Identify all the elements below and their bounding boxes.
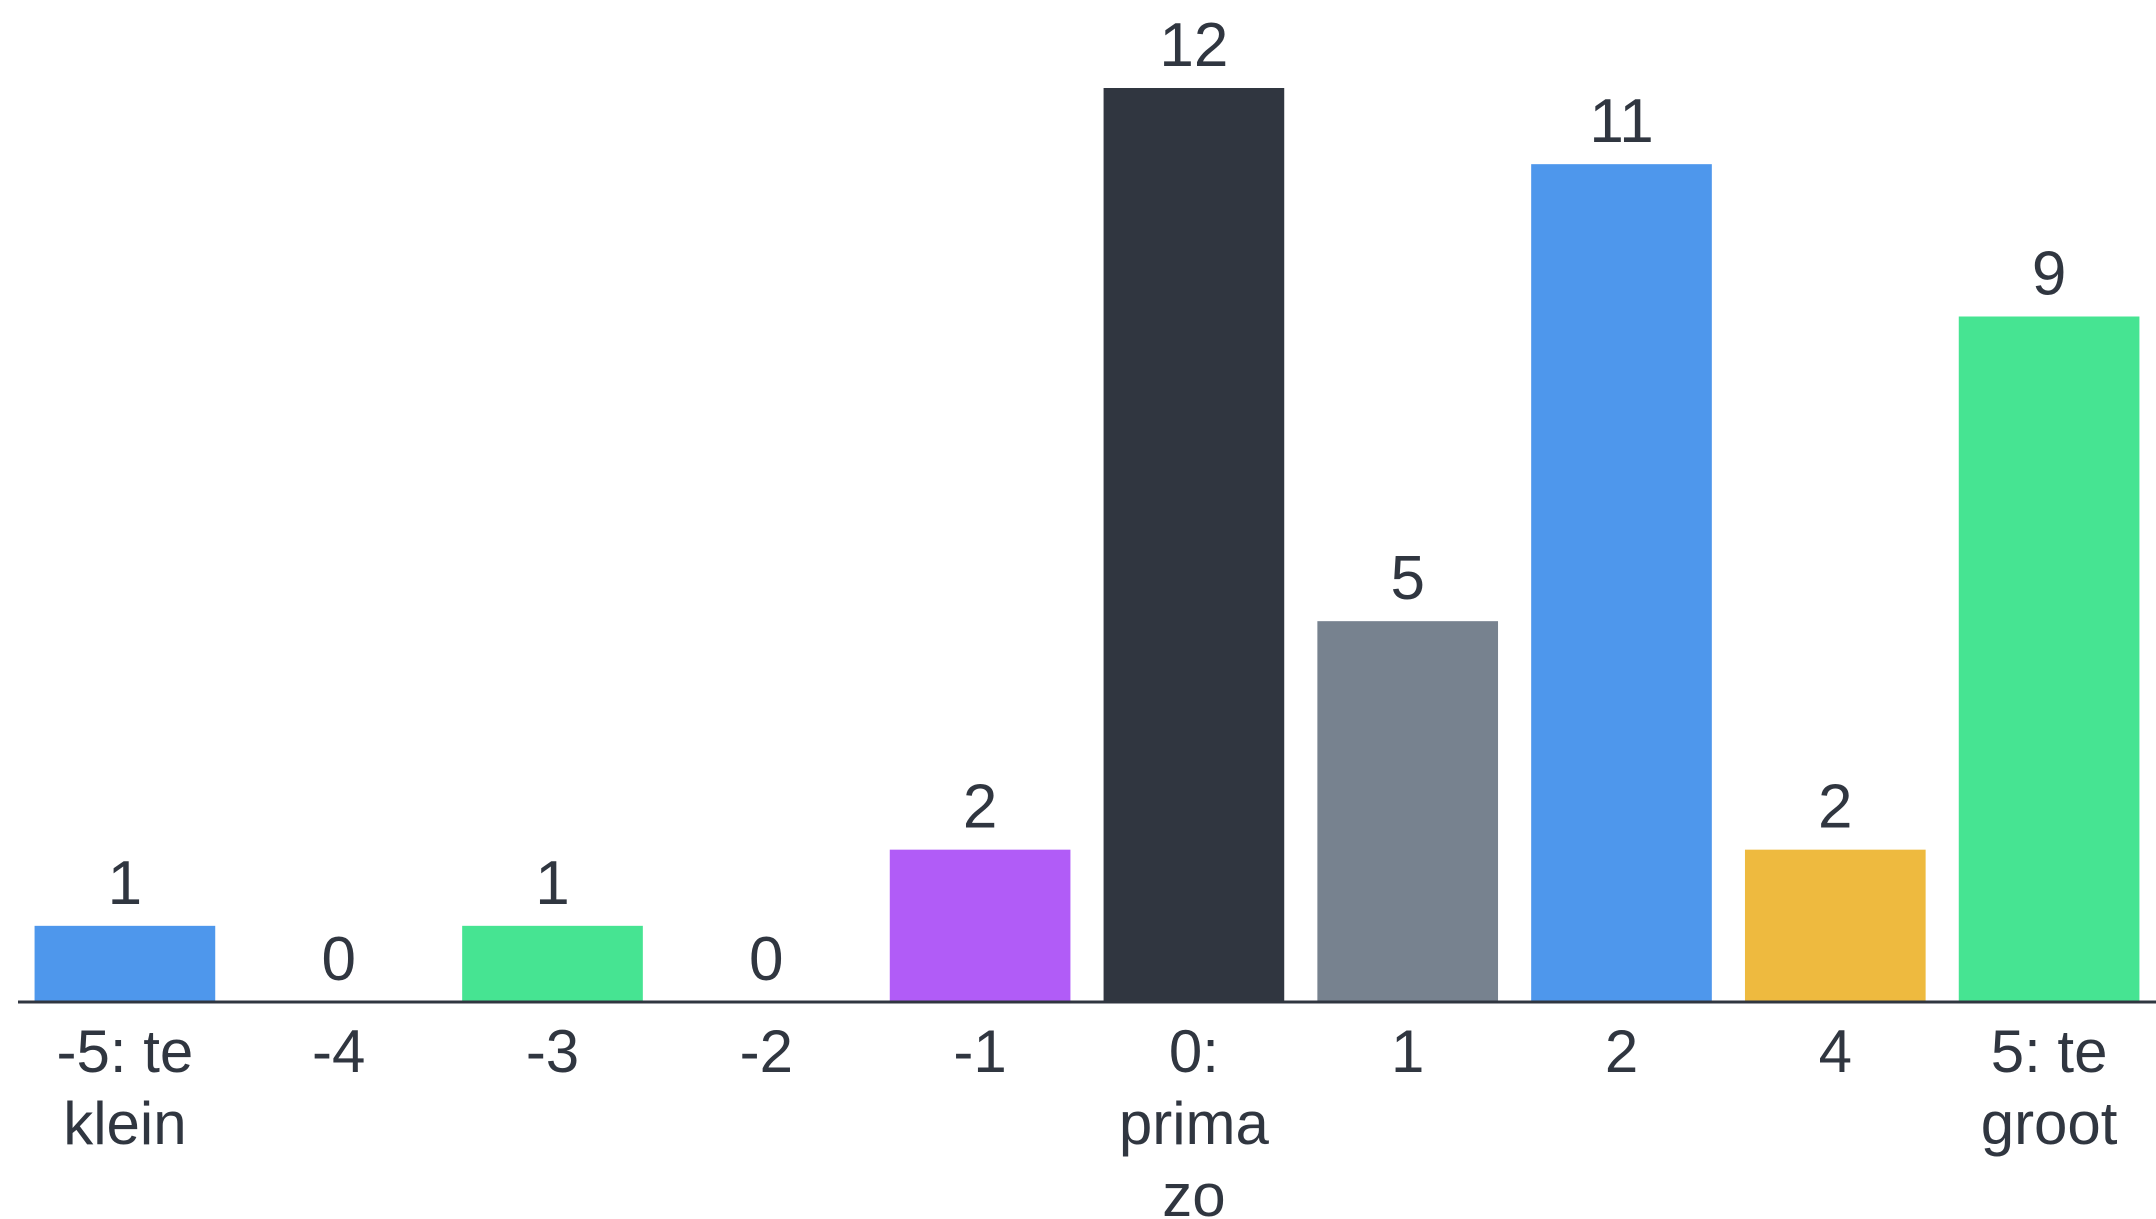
category-label-3-line-0: -2 (740, 1018, 793, 1085)
value-label-8: 2 (1818, 773, 1852, 842)
category-label-5-line-0: 0: (1169, 1018, 1219, 1085)
category-label-9-line-0: 5: te (1991, 1018, 2108, 1085)
category-label-5-line-1: prima (1119, 1090, 1270, 1157)
category-label-5-line-2: zo (1162, 1162, 1225, 1219)
category-label-8-line-0: 4 (1819, 1018, 1852, 1085)
category-label-0-line-1: klein (63, 1090, 186, 1157)
category-label-0-line-0: -5: te (57, 1018, 194, 1085)
bar-7 (1531, 164, 1712, 1002)
value-label-1: 0 (321, 925, 355, 994)
category-label-2-line-0: -3 (526, 1018, 579, 1085)
bar-4 (889, 849, 1071, 1002)
value-labels-group: 1 0 1 0 2 12 5 11 2 9 (108, 11, 2067, 994)
category-label-1-line-0: -4 (312, 1018, 365, 1085)
value-label-0: 1 (108, 849, 142, 918)
bar-6 (1317, 621, 1499, 1002)
category-label-6-line-0: 1 (1391, 1018, 1424, 1085)
bars-group (34, 88, 2140, 1002)
category-label-9-line-1: groot (1981, 1090, 2118, 1157)
category-label-7-line-0: 2 (1605, 1018, 1638, 1085)
category-label-4-line-0: -1 (953, 1018, 1006, 1085)
bar-0 (34, 925, 216, 1002)
bar-5 (1103, 88, 1285, 1002)
value-label-9: 9 (2032, 240, 2066, 309)
value-label-6: 5 (1390, 544, 1424, 613)
value-label-2: 1 (535, 849, 569, 918)
value-label-4: 2 (963, 773, 997, 842)
bar-8 (1744, 849, 1926, 1002)
value-label-3: 0 (749, 925, 783, 994)
bar-9 (1958, 316, 2140, 1002)
value-label-5: 12 (1159, 11, 1228, 80)
bar-2 (462, 925, 643, 1002)
value-label-7: 11 (1589, 87, 1653, 156)
